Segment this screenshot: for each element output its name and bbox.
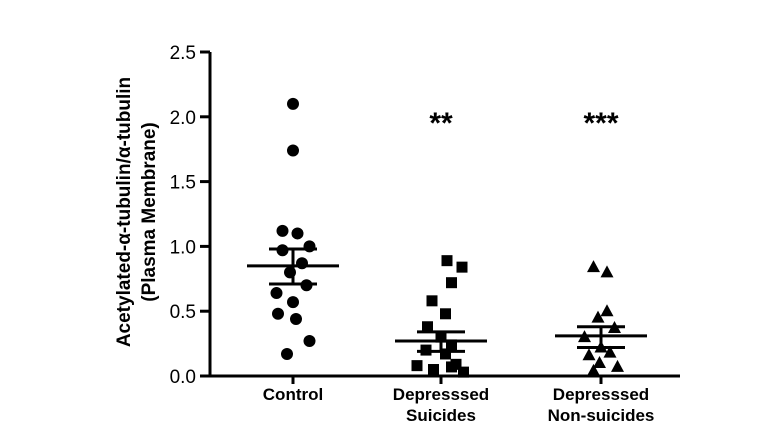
y-tick-label: 0.0	[170, 367, 196, 388]
x-category-label: Depresssed	[393, 385, 489, 404]
data-point	[290, 312, 302, 325]
data-point	[450, 358, 462, 370]
data-point	[422, 321, 433, 333]
data-point	[600, 304, 614, 317]
data-point	[446, 339, 457, 351]
data-point	[582, 348, 596, 361]
data-point	[291, 227, 304, 240]
data-point	[611, 359, 624, 372]
data-point	[587, 363, 600, 376]
group-0	[247, 97, 339, 360]
group-2: ***	[555, 107, 647, 376]
data-point	[440, 308, 451, 320]
y-axis: 0.0 0.5 1.0 1.5 2.0 2.5	[170, 43, 212, 388]
data-point	[287, 144, 299, 157]
data-point	[287, 296, 299, 309]
x-category-label: Control	[263, 385, 323, 404]
data-point	[600, 265, 614, 278]
data-point	[303, 240, 316, 253]
significance-label: **	[429, 107, 453, 140]
data-point	[603, 345, 617, 358]
significance-label: ***	[583, 107, 618, 140]
data-point	[272, 307, 284, 320]
data-point	[446, 277, 457, 289]
y-axis-title: Acetylated-α-tubulin/α-tubulin (Plasma M…	[114, 77, 160, 347]
data-point	[441, 255, 453, 267]
y-axis-title-line1: Acetylated-α-tubulin/α-tubulin	[114, 77, 135, 347]
y-tick-label: 2.5	[170, 43, 196, 64]
data-point	[458, 366, 469, 378]
y-tick-label: 1.0	[170, 237, 196, 258]
data-point	[593, 356, 606, 369]
data-point	[296, 257, 308, 270]
data-point	[428, 364, 439, 376]
data-point	[270, 287, 283, 300]
y-tick-label: 1.5	[170, 173, 196, 194]
x-category-label: Depresssed	[553, 385, 649, 404]
x-category-label: Suicides	[406, 406, 476, 425]
data-point	[303, 335, 316, 348]
data-point	[276, 224, 289, 237]
y-tick-label: 2.0	[170, 108, 196, 129]
data-point	[440, 348, 451, 360]
data-point	[591, 310, 605, 323]
y-axis-title-line2: (Plasma Membrane)	[139, 122, 160, 302]
data-point	[411, 360, 423, 372]
x-category-label: Non-suicides	[548, 406, 655, 425]
data-point	[426, 295, 438, 307]
data-point	[281, 347, 293, 360]
data-groups: ** ***	[247, 97, 647, 378]
data-point	[456, 261, 468, 273]
group-1: **	[395, 107, 487, 378]
y-tick-label: 0.5	[170, 302, 196, 323]
data-point	[287, 97, 299, 110]
x-axis: Control Depresssed Suicides Depresssed Non-s…	[210, 374, 680, 425]
data-point	[587, 260, 600, 273]
